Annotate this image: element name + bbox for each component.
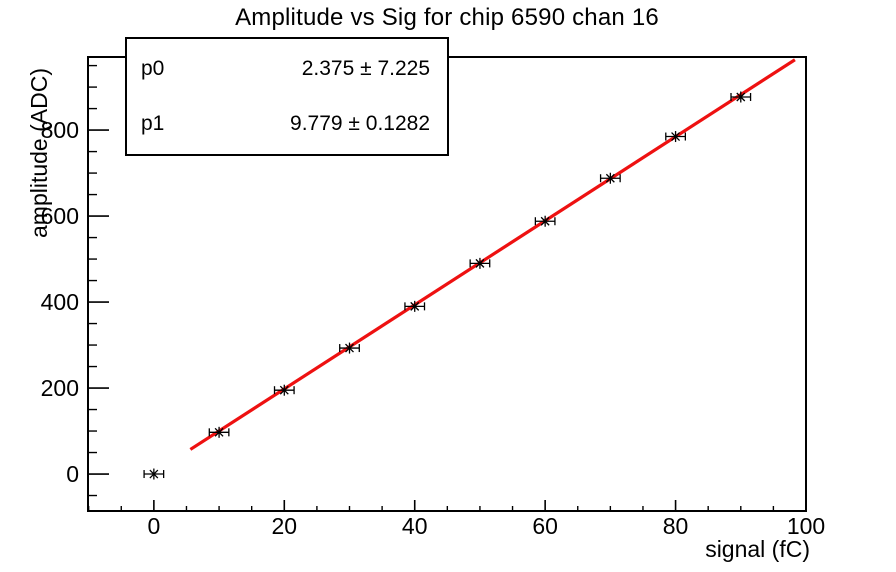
y-tick-label: 600: [41, 203, 79, 229]
chart-title: Amplitude vs Sig for chip 6590 chan 16: [235, 4, 659, 31]
y-tick-label: 200: [41, 375, 79, 401]
fit-line: [189, 58, 796, 451]
x-axis-title: signal (fC): [705, 536, 810, 562]
y-tick-label: 0: [66, 461, 79, 487]
stats-row-p1: p1 9.779 ± 0.1282: [127, 112, 447, 136]
x-tick-label: 20: [271, 513, 297, 539]
data-point-marker: [540, 216, 550, 226]
data-point-marker: [671, 132, 681, 141]
y-tick-label: 400: [41, 289, 79, 315]
stats-param-value: 9.779 ± 0.1282: [290, 111, 430, 135]
y-axis-title: amplitude (ADC): [26, 68, 52, 238]
data-point-marker: [345, 343, 354, 353]
stats-param-name: p1: [141, 111, 165, 135]
x-tick-label: 80: [663, 513, 689, 539]
data-point-marker: [279, 385, 289, 395]
x-tick-label: 40: [402, 513, 428, 539]
stats-param-value: 2.375 ± 7.225: [301, 57, 430, 81]
data-point-marker: [736, 92, 746, 102]
data-point-marker: [214, 427, 224, 437]
data-point-marker: [605, 173, 615, 183]
x-tick-label: 0: [147, 513, 160, 539]
x-tick-label: 100: [787, 513, 825, 539]
y-tick-label: 800: [41, 117, 79, 143]
stats-param-name: p0: [141, 57, 165, 81]
data-point-marker: [149, 469, 159, 479]
fit-stats-box: p0 2.375 ± 7.225 p1 9.779 ± 0.1282: [125, 37, 449, 156]
data-point-marker: [410, 301, 420, 311]
x-tick-label: 60: [532, 513, 558, 539]
data-point-marker: [475, 258, 485, 268]
stats-row-p0: p0 2.375 ± 7.225: [127, 57, 447, 81]
